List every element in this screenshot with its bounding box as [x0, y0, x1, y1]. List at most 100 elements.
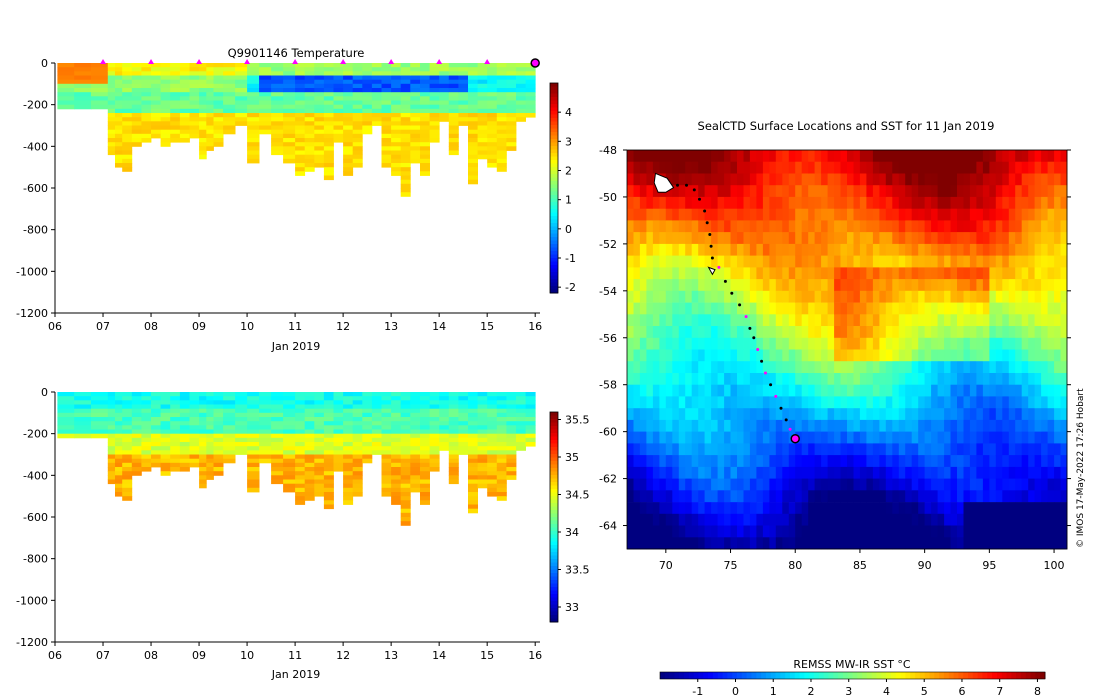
sst-cell: [995, 478, 1003, 491]
sst-cell: [957, 326, 964, 339]
sst-cell: [847, 466, 854, 479]
sst-cell: [866, 455, 874, 468]
sst-cell: [627, 384, 634, 397]
sst-cell: [840, 255, 848, 268]
sst-cell: [963, 490, 971, 503]
sst-cell: [704, 478, 712, 491]
salinity-cell: [420, 492, 430, 497]
sst-cell: [872, 243, 880, 256]
sst-cell: [1060, 208, 1068, 221]
temperature-cell: [468, 129, 478, 135]
temperature-cell: [352, 113, 363, 118]
sst-cell: [743, 220, 751, 233]
salinity-cell: [74, 396, 92, 401]
sst-cell: [782, 267, 790, 280]
sst-cell: [801, 455, 809, 468]
salinity-cell: [283, 425, 296, 430]
colorbar-segment: [550, 223, 558, 227]
sst-cell: [814, 455, 822, 468]
sst-cell: [834, 513, 841, 526]
sst-cell: [769, 196, 777, 209]
salinity-cell: [400, 396, 411, 401]
temperature-cell: [391, 92, 402, 97]
sst-cell: [691, 537, 699, 550]
sst-cell: [827, 502, 835, 515]
salinity-cell: [487, 446, 498, 451]
salinity-cell: [235, 429, 248, 435]
salinity-cell: [352, 421, 363, 426]
colorbar-segment: [550, 464, 558, 469]
temperature-cell: [429, 117, 440, 122]
temperature-cell: [151, 129, 161, 135]
sst-cell: [879, 161, 887, 174]
temperature-cell: [429, 67, 440, 72]
salinity-cell: [468, 508, 478, 514]
sst-cell: [931, 255, 938, 268]
temperature-cell: [410, 104, 421, 110]
sst-cell: [918, 208, 926, 221]
sst-cell: [892, 431, 900, 444]
sst-cell: [659, 208, 667, 221]
y-tick-label: 0: [41, 57, 48, 70]
temperature-cell: [235, 67, 248, 72]
sst-cell: [957, 419, 964, 432]
sst-cell: [665, 349, 673, 362]
sst-cell: [659, 502, 667, 515]
salinity-cell: [420, 425, 430, 430]
sst-colorbar-segment: [977, 672, 983, 679]
sst-cell: [957, 173, 964, 186]
sst-cell: [853, 361, 861, 374]
temperature-cell: [400, 192, 411, 197]
sst-cell: [950, 326, 958, 339]
temperature-cell: [323, 167, 334, 172]
salinity-cell: [323, 471, 334, 476]
temperature-cell: [448, 92, 459, 97]
sst-cell: [639, 431, 647, 444]
sst-cell: [937, 361, 945, 374]
salinity-cell: [206, 454, 214, 460]
temperature-cell: [391, 129, 402, 135]
sst-cell: [847, 243, 854, 256]
temperature-cell: [400, 142, 411, 147]
temperature-cell: [468, 96, 478, 101]
sst-cell: [982, 419, 990, 432]
sst-cell: [918, 361, 926, 374]
sst-cell: [1034, 361, 1042, 374]
sst-cell: [859, 185, 867, 198]
salinity-cell: [107, 404, 116, 410]
x-tick-label: 09: [192, 320, 206, 333]
sst-cell: [627, 243, 634, 256]
sst-cell: [808, 267, 816, 280]
temperature-cell: [381, 150, 392, 156]
sst-cell: [847, 443, 854, 456]
sst-cell: [730, 361, 738, 374]
sst-cell: [814, 267, 822, 280]
sst-cell: [704, 466, 712, 479]
salinity-cell: [91, 417, 109, 422]
salinity-cell: [468, 437, 478, 443]
sst-cell: [1021, 173, 1029, 186]
colorbar-tick-label: 35: [565, 451, 579, 464]
temperature-cell: [223, 92, 236, 97]
sst-cell: [1034, 150, 1042, 163]
sst-cell: [639, 314, 647, 327]
salinity-cell: [477, 454, 488, 460]
sst-cell: [898, 196, 906, 209]
salinity-cell: [429, 404, 440, 410]
temperature-cell: [439, 88, 450, 93]
temperature-cell: [259, 100, 272, 106]
salinity-cell: [506, 396, 517, 401]
temperature-cell: [487, 71, 498, 76]
sst-cell: [814, 373, 822, 386]
sst-cell: [814, 419, 822, 432]
temperature-cell: [352, 75, 363, 81]
temperature-cell: [400, 154, 411, 160]
sst-cell: [885, 314, 893, 327]
sst-cell: [756, 396, 764, 409]
temperature-cell: [496, 79, 507, 85]
temperature-cell: [206, 100, 214, 106]
sst-cell: [652, 408, 660, 421]
salinity-cell: [160, 412, 171, 418]
sst-cell: [1034, 279, 1042, 292]
sst-cell: [879, 525, 887, 538]
